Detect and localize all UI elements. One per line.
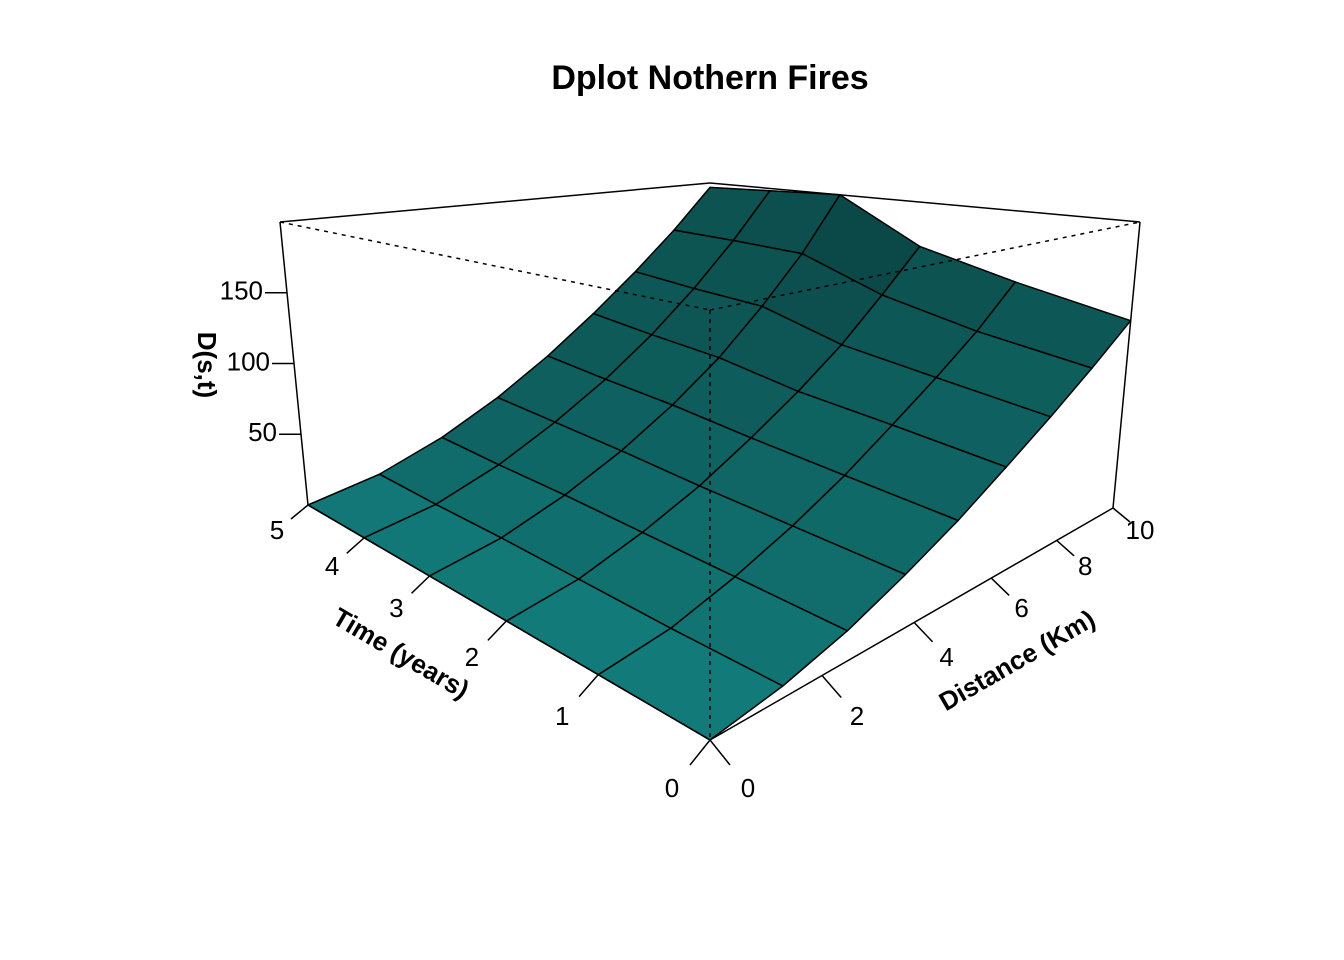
box-edge: [279, 182, 711, 223]
box-edge: [307, 504, 711, 741]
y-tick-label: 2: [465, 642, 479, 672]
x-tick: [990, 577, 1010, 596]
y-tick-label: 0: [665, 773, 679, 803]
box-edge: [1112, 221, 1141, 509]
x-tick-label: 10: [1126, 515, 1155, 545]
y-tick: [487, 620, 507, 641]
x-tick-label: 8: [1078, 551, 1092, 581]
y-tick: [689, 739, 711, 766]
x-tick-label: 4: [939, 642, 953, 672]
z-tick-label: 50: [248, 417, 277, 447]
y-tick: [290, 504, 309, 520]
z-axis-title: D(s,t): [192, 332, 222, 398]
y-tick: [346, 537, 365, 554]
x-tick-label: 6: [1014, 593, 1028, 623]
box-hidden-edge: [279, 221, 711, 311]
y-tick-label: 4: [325, 551, 339, 581]
z-tick-label: 150: [220, 276, 263, 306]
x-tick: [709, 739, 731, 766]
x-tick: [1112, 507, 1131, 523]
x-tick-label: 2: [850, 701, 864, 731]
x-tick: [913, 621, 934, 643]
box-edge: [709, 182, 1141, 223]
y-tick-label: 3: [389, 593, 403, 623]
y-tick-label: 1: [555, 701, 569, 731]
y-tick: [578, 674, 599, 698]
y-tick-label: 5: [270, 515, 284, 545]
surface: [307, 186, 1132, 741]
x-tick-label: 0: [741, 773, 755, 803]
box-edge: [709, 507, 1114, 741]
x-tick: [821, 675, 842, 698]
z-tick-label: 100: [227, 346, 270, 376]
chart-title: Dplot Nothern Fires: [551, 59, 868, 97]
box-hidden-edge: [709, 221, 1141, 311]
y-tick: [411, 575, 430, 594]
x-tick: [1056, 539, 1075, 557]
